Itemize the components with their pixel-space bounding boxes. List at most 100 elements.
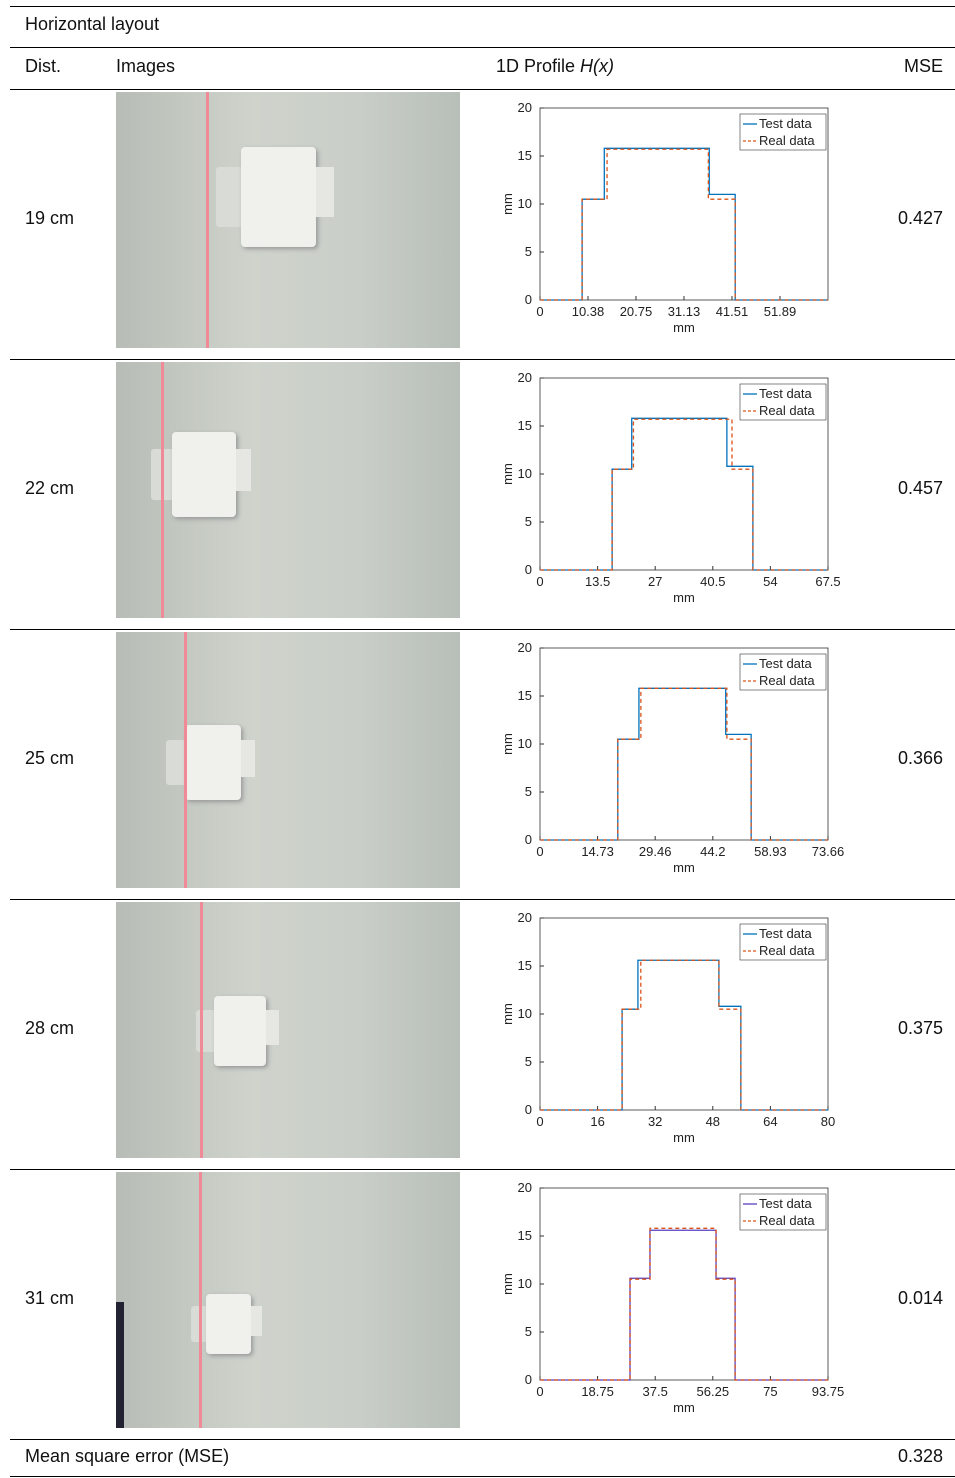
x-tick-label: 20.75 [620, 304, 653, 319]
y-tick-label: 20 [518, 100, 532, 115]
x-tick-label: 10.38 [572, 304, 605, 319]
col-header-text: 1D Profile [496, 56, 576, 76]
y-tick-label: 10 [518, 466, 532, 481]
x-tick-label: 80 [821, 1114, 835, 1129]
x-tick-label: 32 [648, 1114, 662, 1129]
shadow [116, 1302, 124, 1428]
x-tick-label: 58.93 [754, 844, 787, 859]
data-line [540, 418, 828, 571]
legend-box [739, 923, 827, 961]
x-tick-label: 56.25 [697, 1384, 730, 1399]
mse: 0.457 [897, 478, 943, 498]
legend-label: Real data [759, 673, 815, 688]
rule [10, 89, 955, 90]
object [206, 1294, 251, 1354]
y-tick-label: 5 [525, 514, 532, 529]
legend-box [739, 1193, 827, 1231]
legend-label: Real data [759, 1213, 815, 1228]
legend-box [739, 383, 827, 421]
y-tick-label: 5 [525, 1324, 532, 1339]
x-tick-label: 67.5 [815, 574, 840, 589]
row-rule [10, 359, 955, 360]
laser-line [200, 902, 203, 1158]
data-line [540, 148, 828, 301]
x-tick-label: 16 [590, 1114, 604, 1129]
x-tick-label: 93.75 [812, 1384, 845, 1399]
y-tick-label: 15 [518, 688, 532, 703]
profile-chart: 0 5 10 15 20 0 14.73 29.46 44.2 58.93 73.66 mm mm Tes… [500, 640, 845, 875]
y-axis-label: mm [500, 463, 515, 485]
profile-chart: 0 5 10 15 20 0 13.5 27 40.5 54 67.5 mm mm Test data Re… [500, 370, 841, 605]
table-title: Horizontal layout [25, 14, 160, 34]
x-tick-label: 13.5 [585, 574, 610, 589]
data-line [540, 959, 828, 1111]
x-tick-label: 64 [763, 1114, 777, 1129]
x-tick-label: 29.46 [639, 844, 672, 859]
row-rule [10, 899, 955, 900]
x-tick-label: 41.51 [716, 304, 749, 319]
object [172, 431, 236, 517]
footer-value: 0.328 [897, 1446, 943, 1466]
y-tick-label: 10 [518, 196, 532, 211]
mse: 0.366 [897, 748, 943, 768]
mse: 0.427 [897, 208, 943, 228]
y-axis-label: mm [500, 733, 515, 755]
object-part [316, 167, 334, 217]
mse: 0.375 [897, 1018, 943, 1038]
y-axis-label: mm [500, 1003, 515, 1025]
legend-label: Real data [759, 133, 815, 148]
x-tick-label: 0 [536, 574, 543, 589]
footer-label: Mean square error (MSE) [25, 1446, 230, 1466]
col-header: Images [116, 56, 176, 76]
y-tick-label: 15 [518, 958, 532, 973]
y-tick-label: 15 [518, 1228, 532, 1243]
y-tick-label: 5 [525, 244, 532, 259]
mse: 0.014 [897, 1288, 943, 1308]
row-rule [10, 1439, 955, 1440]
data-line [540, 687, 828, 841]
x-tick-label: 0 [536, 1384, 543, 1399]
laser-line [161, 362, 164, 618]
x-tick-label: 31.13 [668, 304, 701, 319]
x-tick-label: 18.75 [581, 1384, 614, 1399]
object [184, 724, 241, 800]
x-tick-label: 0 [536, 304, 543, 319]
profile-chart: 0 5 10 15 20 0 18.75 37.5 56.25 75 93.75 mm mm Test d… [500, 1180, 845, 1415]
y-tick-label: 0 [525, 1372, 532, 1387]
x-tick-label: 0 [536, 844, 543, 859]
y-tick-label: 15 [518, 418, 532, 433]
y-tick-label: 0 [525, 1102, 532, 1117]
y-tick-label: 5 [525, 784, 532, 799]
col-header: Dist. [25, 56, 61, 76]
y-tick-label: 0 [525, 292, 532, 307]
y-tick-label: 20 [518, 1180, 532, 1195]
photo [116, 362, 460, 618]
data-line [540, 1227, 828, 1381]
photo [116, 902, 460, 1158]
row-rule [10, 1169, 955, 1170]
x-tick-label: 48 [706, 1114, 720, 1129]
legend-label: Test data [759, 116, 813, 131]
laser-line [206, 92, 209, 348]
dist: 31 cm [25, 1288, 75, 1308]
object-part [241, 739, 255, 777]
x-axis-label: mm [673, 860, 695, 875]
y-tick-label: 20 [518, 640, 532, 655]
legend-label: Real data [759, 403, 815, 418]
object [241, 147, 316, 247]
dist: 22 cm [25, 478, 75, 498]
x-tick-label: 27 [648, 574, 662, 589]
x-tick-label: 73.66 [812, 844, 845, 859]
x-tick-label: 14.73 [581, 844, 614, 859]
y-axis-label: mm [500, 1273, 515, 1295]
bottom-rule [10, 1476, 955, 1477]
x-tick-label: 51.89 [764, 304, 797, 319]
photo [116, 92, 460, 348]
object-part [266, 1010, 279, 1045]
y-tick-label: 0 [525, 562, 532, 577]
x-axis-label: mm [673, 590, 695, 605]
x-tick-label: 54 [763, 574, 777, 589]
y-tick-label: 10 [518, 1006, 532, 1021]
laser-line [199, 1172, 202, 1428]
